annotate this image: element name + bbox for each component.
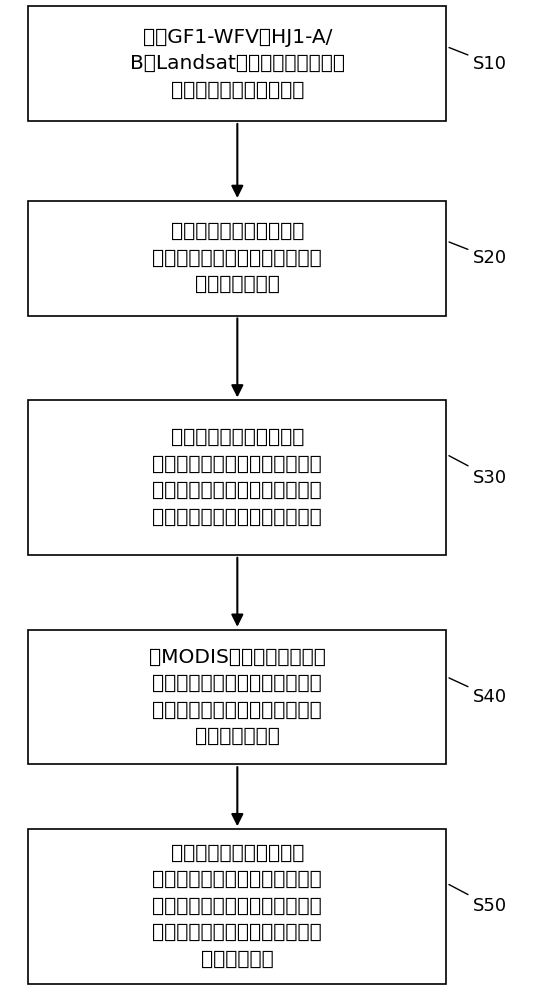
FancyBboxPatch shape — [28, 6, 446, 121]
Text: S20: S20 — [449, 242, 507, 267]
Text: S40: S40 — [449, 678, 507, 706]
Text: 对MODIS采集的时间序列特
征影像，分别提取若干种类作物
的单一作物生长曲线，生成多作
物生长曲线库；: 对MODIS采集的时间序列特 征影像，分别提取若干种类作物 的单一作物生长曲线，… — [149, 648, 326, 746]
FancyBboxPatch shape — [28, 630, 446, 764]
Text: S10: S10 — [449, 48, 507, 73]
Text: S30: S30 — [449, 456, 507, 487]
FancyBboxPatch shape — [28, 400, 446, 555]
FancyBboxPatch shape — [28, 829, 446, 984]
Text: 对多源中分遥感影像进行
预处理，输出辐射归一化的时间
序列特征影像；: 对多源中分遥感影像进行 预处理，输出辐射归一化的时间 序列特征影像； — [153, 222, 322, 294]
Text: 采用GF1-WFV、HJ1-A/
B及Landsat分别采集遥感影像，
形成多源中分遥感影像；: 采用GF1-WFV、HJ1-A/ B及Landsat分别采集遥感影像， 形成多源… — [130, 28, 345, 100]
Text: 在成像时间一致的时间序
列特征影像中加入时间序列空瓦
片集和单一作物生长曲线做时相
归一化处理，构建特征影像时间
序列瓦片集。: 在成像时间一致的时间序 列特征影像中加入时间序列空瓦 片集和单一作物生长曲线做时… — [153, 844, 322, 969]
Text: 提取时间序列特征影像中
的云覆盖区域，对提取后的无云
时间序列特征影像进行划分，输
出特征影像时间序列空瓦片集；: 提取时间序列特征影像中 的云覆盖区域，对提取后的无云 时间序列特征影像进行划分，… — [153, 428, 322, 527]
FancyBboxPatch shape — [28, 201, 446, 316]
Text: S50: S50 — [449, 884, 507, 915]
